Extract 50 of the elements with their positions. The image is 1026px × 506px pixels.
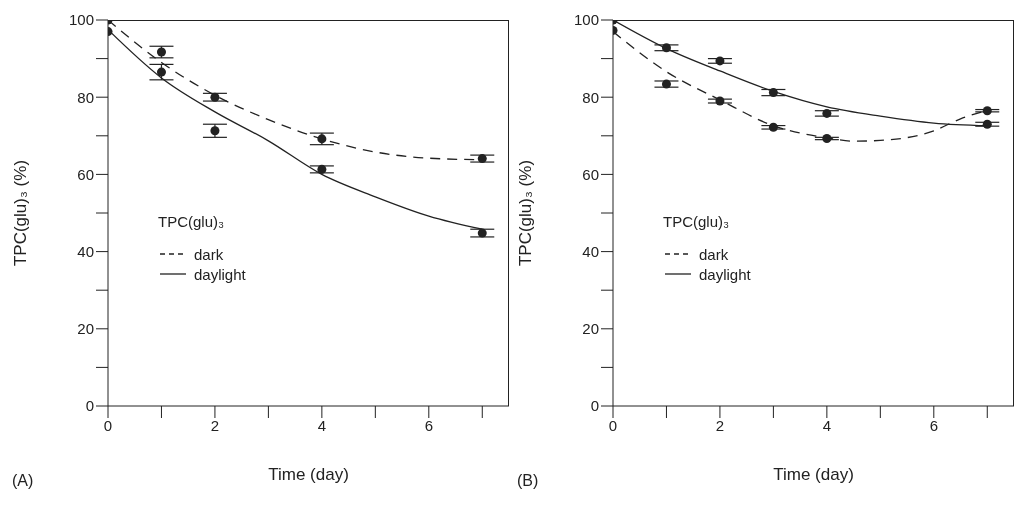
y-tick-label: 0 (590, 397, 599, 415)
y-tick-label: 100 (68, 11, 94, 29)
point (715, 96, 725, 106)
x-axis-title: Time (day) (268, 465, 349, 484)
y-tick-label: 20 (77, 320, 94, 338)
legend-label: daylight (194, 265, 246, 283)
y-tick-label: 20 (582, 320, 599, 338)
x-tick-label: 2 (210, 416, 220, 434)
point (477, 154, 487, 164)
point (768, 122, 778, 132)
point (661, 43, 671, 53)
x-tick-label: 4 (317, 416, 327, 434)
legend-title: TPC(glu)₃ (663, 213, 731, 230)
point (661, 79, 671, 89)
y-tick-label: 80 (77, 88, 94, 106)
legend-label: daylight (699, 265, 751, 283)
y-tick-label: 80 (582, 88, 599, 106)
x-tick-label: 0 (608, 416, 618, 434)
text: (A) (12, 472, 34, 490)
legend-title: TPC(glu)₃ (158, 213, 226, 230)
y-axis-title: TPC(glu)₃ (%) (516, 159, 536, 267)
point (210, 92, 220, 102)
point (822, 108, 832, 118)
y-tick-label: 60 (77, 165, 94, 183)
point (768, 88, 778, 98)
point (982, 106, 992, 116)
point (210, 126, 220, 136)
x-tick-label: 4 (822, 416, 832, 434)
y-tick-label: 60 (582, 165, 599, 183)
point (317, 164, 327, 174)
text: (B) (517, 472, 539, 490)
point (477, 228, 487, 238)
point (156, 67, 166, 77)
legend-label: dark (699, 245, 729, 263)
point (317, 134, 327, 144)
y-tick-label: 0 (85, 397, 94, 415)
point (982, 119, 992, 129)
y-tick-label: 40 (582, 242, 599, 260)
y-tick-label: 40 (77, 242, 94, 260)
point (156, 47, 166, 57)
y-tick-label: 100 (573, 11, 599, 29)
x-axis-title: Time (day) (773, 465, 854, 484)
point (822, 134, 832, 144)
x-tick-label: 2 (715, 416, 725, 434)
point (715, 56, 725, 66)
legend-label: dark (194, 245, 224, 263)
y-axis-title: TPC(glu)₃ (%) (11, 159, 31, 267)
x-tick-label: 6 (424, 416, 433, 434)
x-tick-label: 0 (103, 416, 113, 434)
x-tick-label: 6 (929, 416, 938, 434)
